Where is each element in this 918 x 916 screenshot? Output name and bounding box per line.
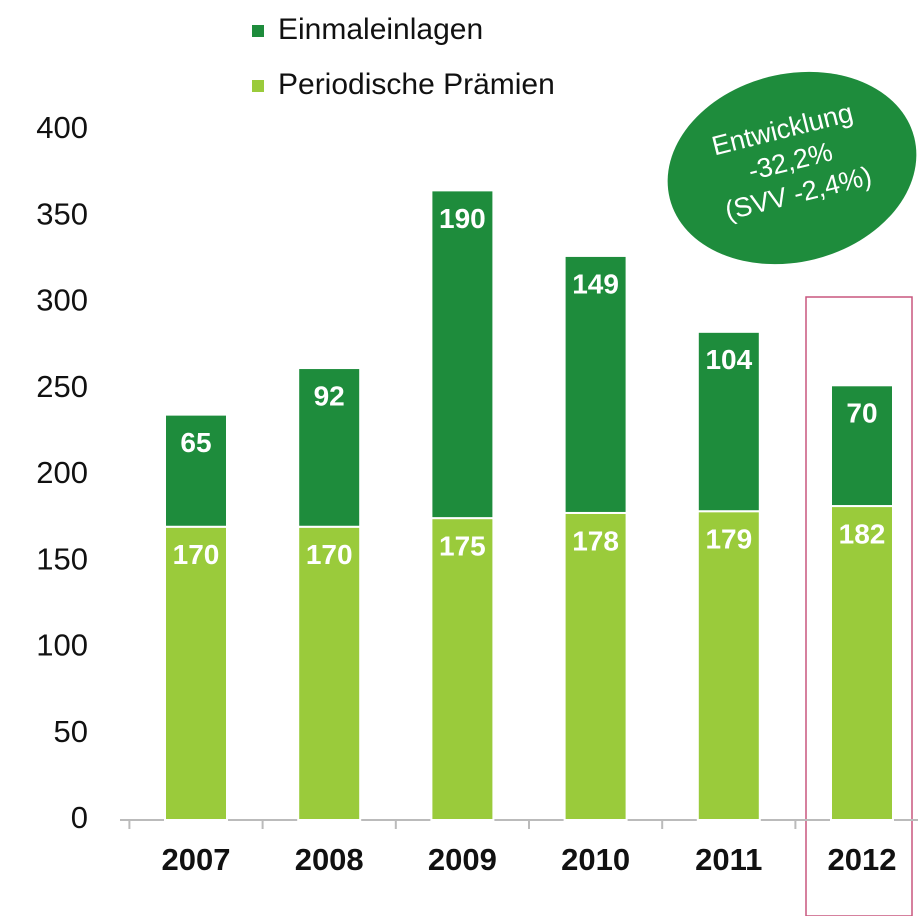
bar-segment <box>430 189 495 520</box>
legend-label: Einmaleinlagen <box>278 13 483 46</box>
annotation: Entwicklung -32,2% (SVV -2,4%) <box>667 71 917 265</box>
value-label: 178 <box>572 525 619 556</box>
x-tick-label: 2008 <box>295 842 364 877</box>
x-tick-label: 2009 <box>428 842 497 877</box>
y-tick-label: 200 <box>36 455 88 490</box>
bar-segment <box>563 511 628 821</box>
x-tick-label: 2010 <box>561 842 630 877</box>
legend-swatch <box>252 25 264 37</box>
value-label: 65 <box>180 427 211 458</box>
y-tick-label: 300 <box>36 283 88 318</box>
value-label: 190 <box>439 203 486 234</box>
value-label: 149 <box>572 268 619 299</box>
value-label: 175 <box>439 531 486 562</box>
y-tick-label: 100 <box>36 628 88 663</box>
bar-segment <box>297 367 362 528</box>
bar-segment <box>830 384 894 508</box>
bar-segment <box>164 525 228 821</box>
value-label: 170 <box>173 539 220 570</box>
legend-label: Periodische Prämien <box>278 68 555 101</box>
value-label: 182 <box>839 518 886 549</box>
bar-segment <box>696 330 761 513</box>
value-label: 104 <box>705 344 752 375</box>
bar-segment <box>830 505 894 821</box>
bar-segment <box>563 254 628 514</box>
x-tick-label: 2007 <box>162 842 231 877</box>
bar-segment <box>164 413 228 528</box>
value-label: 170 <box>306 539 353 570</box>
x-tick-label: 2012 <box>828 842 897 877</box>
y-tick-label: 400 <box>36 110 88 145</box>
y-tick-label: 150 <box>36 541 88 576</box>
highlight-box <box>805 296 913 916</box>
annotation-bubble <box>667 71 917 265</box>
bar-segment <box>696 510 761 821</box>
y-tick-label: 350 <box>36 196 88 231</box>
value-label: 179 <box>705 524 752 555</box>
bar-segment <box>297 525 362 821</box>
y-tick-label: 250 <box>36 369 88 404</box>
y-tick-label: 0 <box>71 800 88 835</box>
x-tick-label: 2011 <box>695 842 762 877</box>
y-tick-label: 50 <box>54 714 88 749</box>
legend-swatch <box>252 80 264 92</box>
bar-segment <box>430 517 495 821</box>
value-label: 70 <box>846 398 877 429</box>
value-label: 92 <box>314 380 345 411</box>
